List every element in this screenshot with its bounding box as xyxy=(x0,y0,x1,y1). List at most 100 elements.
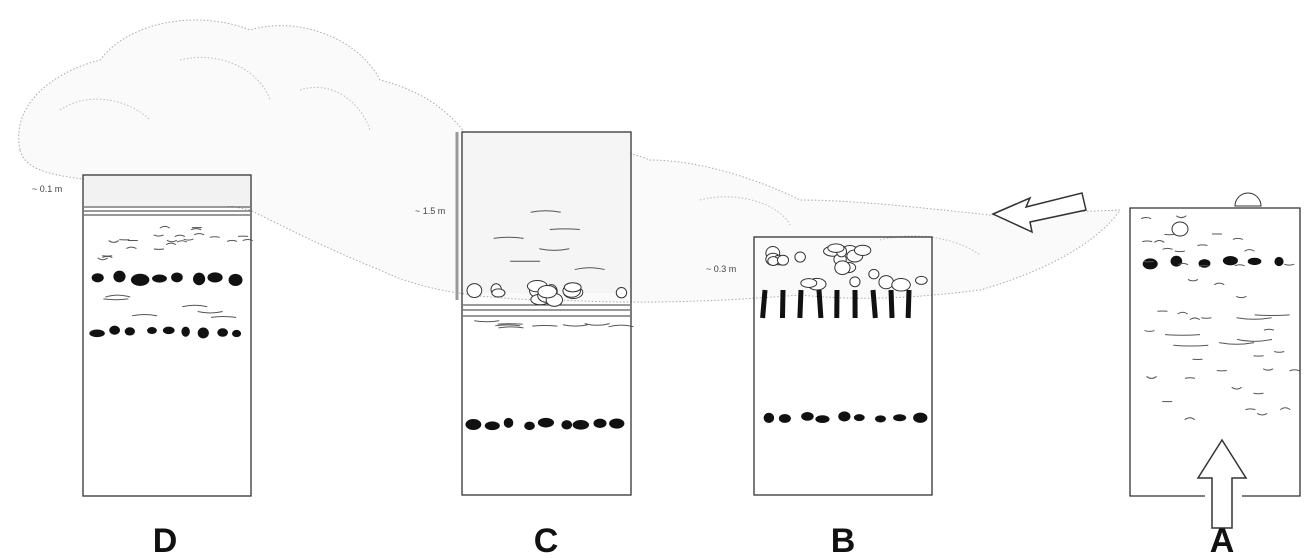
depth-label: ~ 1.5 m xyxy=(415,206,445,216)
burrow xyxy=(1173,344,1209,347)
burrow xyxy=(153,234,164,237)
burrow xyxy=(1197,244,1208,246)
burrow xyxy=(190,228,202,231)
pebble xyxy=(537,284,558,299)
column-b xyxy=(753,236,933,496)
burrow xyxy=(159,225,171,229)
burrow xyxy=(1146,376,1157,379)
depth-label: ~ 0.3 m xyxy=(706,264,736,274)
laminae xyxy=(84,206,250,216)
nodule xyxy=(217,328,228,337)
burrow xyxy=(165,242,177,246)
nodule xyxy=(853,414,865,422)
pebble xyxy=(776,254,790,266)
burrow xyxy=(1189,317,1201,321)
burrow xyxy=(193,233,205,236)
burrow xyxy=(608,324,634,328)
pebble xyxy=(915,275,928,285)
burrow xyxy=(1236,338,1273,342)
burrow xyxy=(210,315,237,318)
burrow xyxy=(1279,407,1291,411)
burrow xyxy=(1256,413,1268,416)
burrow xyxy=(1236,317,1272,320)
burrow xyxy=(574,267,605,271)
nodule xyxy=(152,274,167,283)
nodule xyxy=(913,412,928,423)
burrow xyxy=(242,239,253,242)
wind-arrow xyxy=(991,192,1087,234)
column-c xyxy=(461,131,632,496)
burrow xyxy=(532,324,558,327)
column-letter: C xyxy=(534,522,559,558)
burrow xyxy=(1262,368,1274,371)
nodule xyxy=(593,418,607,429)
burrow xyxy=(1187,279,1199,282)
burrow xyxy=(530,210,561,213)
pebble xyxy=(466,283,483,299)
nodule xyxy=(561,420,573,430)
burrow xyxy=(1253,392,1264,395)
nodule xyxy=(778,413,791,423)
nodule xyxy=(815,415,830,424)
nodule xyxy=(1142,258,1158,270)
burrow xyxy=(1184,417,1196,421)
nodule xyxy=(838,411,851,422)
burrow xyxy=(97,257,109,261)
nodule xyxy=(162,326,175,335)
burrow xyxy=(153,248,165,250)
burrow xyxy=(103,298,129,301)
burrow xyxy=(176,240,188,243)
nodule xyxy=(801,412,814,421)
burrow xyxy=(1274,351,1285,353)
burrow xyxy=(1263,328,1275,331)
burrow xyxy=(1140,216,1152,220)
ash-layer xyxy=(463,133,630,293)
pebble xyxy=(615,287,628,299)
burrow xyxy=(226,239,238,242)
burrow xyxy=(183,238,194,241)
burrow xyxy=(1177,262,1189,266)
nodule xyxy=(109,325,121,335)
burrow xyxy=(1234,264,1245,267)
burrow xyxy=(1175,215,1187,219)
nodule xyxy=(147,327,157,335)
nodule xyxy=(537,417,554,428)
nodule xyxy=(232,329,242,338)
burrow xyxy=(166,239,178,243)
root-cast xyxy=(779,289,786,319)
root-cast xyxy=(816,289,824,319)
column-a xyxy=(1129,207,1301,497)
nodule xyxy=(181,326,190,337)
pebble xyxy=(853,244,872,256)
burrow xyxy=(549,228,580,231)
column-letter: D xyxy=(153,522,178,558)
burrow xyxy=(562,324,588,327)
nodule xyxy=(193,272,206,286)
burrow xyxy=(197,311,223,314)
nodule xyxy=(89,329,105,338)
burrow xyxy=(1254,314,1290,316)
nodule xyxy=(465,419,482,431)
burrow xyxy=(1184,377,1196,379)
pebble xyxy=(834,260,851,276)
pebble xyxy=(827,243,845,253)
burrow xyxy=(584,323,610,326)
root-cast xyxy=(797,289,804,319)
cloud-texture xyxy=(59,56,981,256)
pebble xyxy=(767,256,780,266)
nodule xyxy=(524,421,535,431)
burrow xyxy=(1289,369,1300,372)
root-cast xyxy=(905,289,912,319)
root-cast xyxy=(870,289,878,319)
nodule xyxy=(874,415,887,423)
nodule xyxy=(130,273,150,286)
burrow xyxy=(1198,264,1210,267)
depth-label: ~ 0.1 m xyxy=(32,184,62,194)
nodule xyxy=(171,272,183,283)
nodule xyxy=(207,272,223,283)
burrow xyxy=(1177,311,1188,315)
column-letter: B xyxy=(831,522,856,558)
nodule xyxy=(113,270,126,283)
burrow xyxy=(102,255,113,258)
